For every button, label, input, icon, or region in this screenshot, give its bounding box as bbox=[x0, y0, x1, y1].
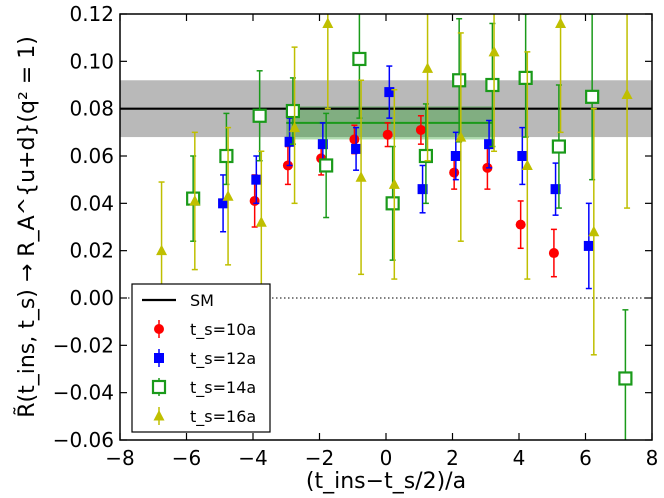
data-point bbox=[551, 139, 567, 154]
legend-marker bbox=[151, 379, 167, 395]
legend-entry-ts16: t_s=16a bbox=[153, 407, 256, 427]
y-tick-label: 0.00 bbox=[69, 286, 114, 310]
data-point bbox=[555, 17, 567, 28]
x-tick-label: 8 bbox=[646, 446, 659, 470]
data-point bbox=[585, 89, 600, 104]
data-point bbox=[517, 151, 528, 161]
legend-label: t_s=14a bbox=[190, 378, 256, 398]
series-ts-16a bbox=[156, 14, 633, 356]
series-ts-14a bbox=[186, 14, 633, 440]
data-point bbox=[319, 158, 334, 173]
data-point bbox=[255, 216, 267, 227]
legend-entry-sm: SM bbox=[142, 291, 214, 310]
y-tick-label: 0.02 bbox=[69, 239, 114, 263]
data-point bbox=[417, 184, 428, 195]
data-point bbox=[618, 371, 633, 386]
x-tick-label: 0 bbox=[380, 446, 393, 470]
data-point bbox=[317, 139, 328, 150]
data-point bbox=[621, 88, 633, 99]
y-tick-label: −0.04 bbox=[53, 381, 114, 405]
y-axis-title: R̃(t_ins, t_s) → R_A^{u+d}(q² = 1) bbox=[14, 36, 40, 418]
y-tick-label: 0.06 bbox=[69, 144, 114, 168]
y-tick-label: 0.10 bbox=[69, 49, 114, 73]
data-point bbox=[385, 196, 400, 211]
data-point bbox=[388, 178, 400, 189]
x-tick-label: −4 bbox=[238, 446, 267, 470]
data-point bbox=[518, 70, 533, 86]
data-point bbox=[284, 136, 295, 147]
data-point bbox=[252, 108, 267, 123]
x-tick-label: −8 bbox=[105, 446, 134, 470]
legend-entry-ts12: t_s=12a bbox=[154, 349, 256, 369]
data-point bbox=[450, 151, 461, 161]
data-point bbox=[249, 195, 260, 206]
data-point bbox=[583, 240, 594, 251]
data-point bbox=[384, 87, 395, 98]
series-ts-12a bbox=[218, 65, 594, 290]
data-point bbox=[418, 148, 433, 164]
data-point bbox=[548, 248, 559, 259]
data-point bbox=[285, 103, 300, 119]
data-point bbox=[415, 124, 426, 135]
data-point bbox=[251, 174, 262, 185]
legend-label: SM bbox=[190, 291, 214, 310]
legend-entry-ts10: t_s=10a bbox=[154, 320, 256, 340]
x-tick-label: −2 bbox=[305, 446, 334, 470]
data-point bbox=[355, 171, 367, 182]
y-tick-label: −0.06 bbox=[53, 428, 114, 452]
legend-marker bbox=[154, 324, 164, 334]
data-point bbox=[488, 45, 500, 57]
data-point bbox=[588, 225, 600, 237]
data-point bbox=[455, 131, 467, 142]
x-tick-label: 6 bbox=[579, 446, 592, 470]
y-tick-labels: −0.06 −0.04 −0.02 0.00 0.02 0.04 0.06 0.08 0.10 0… bbox=[53, 2, 114, 452]
legend-label: t_s=16a bbox=[190, 407, 256, 427]
data-point bbox=[289, 121, 301, 133]
data-point bbox=[452, 73, 467, 88]
x-tick-label: −6 bbox=[172, 446, 201, 470]
data-point bbox=[521, 159, 533, 170]
x-tick-label: 2 bbox=[446, 446, 459, 470]
legend-label: t_s=12a bbox=[190, 349, 256, 369]
data-point bbox=[189, 194, 201, 206]
x-axis-title: (t_ins−t_s/2)/a bbox=[306, 469, 466, 494]
data-point bbox=[449, 167, 460, 178]
y-tick-label: 0.08 bbox=[69, 97, 114, 121]
data-point bbox=[219, 148, 234, 164]
data-point bbox=[218, 198, 229, 209]
y-tick-label: 0.04 bbox=[69, 191, 114, 215]
data-point bbox=[222, 190, 234, 201]
legend-label: t_s=10a bbox=[190, 320, 256, 340]
legend-marker bbox=[154, 353, 164, 363]
data-point bbox=[485, 77, 500, 93]
data-point bbox=[156, 244, 168, 256]
data-point bbox=[352, 51, 367, 67]
legend-entry-ts14: t_s=14a bbox=[151, 378, 256, 398]
legend-marker bbox=[153, 410, 165, 421]
x-tick-labels: −8 −6 −4 −2 0 2 4 6 8 bbox=[105, 446, 658, 470]
legend: SM t_s=10a t_s=12a t_s=14a t_s=16a bbox=[131, 283, 271, 433]
data-point bbox=[422, 62, 434, 73]
data-point bbox=[515, 219, 526, 230]
data-point bbox=[351, 143, 362, 154]
y-tick-label: −0.02 bbox=[53, 333, 114, 357]
data-points-layer bbox=[156, 14, 633, 440]
axis-ticks bbox=[119, 13, 653, 441]
data-point bbox=[382, 129, 393, 140]
x-tick-label: 4 bbox=[513, 446, 526, 470]
data-point bbox=[484, 139, 495, 150]
data-point bbox=[550, 184, 561, 195]
y-tick-label: 0.12 bbox=[69, 2, 114, 26]
data-point bbox=[349, 134, 360, 145]
data-point bbox=[322, 17, 334, 28]
